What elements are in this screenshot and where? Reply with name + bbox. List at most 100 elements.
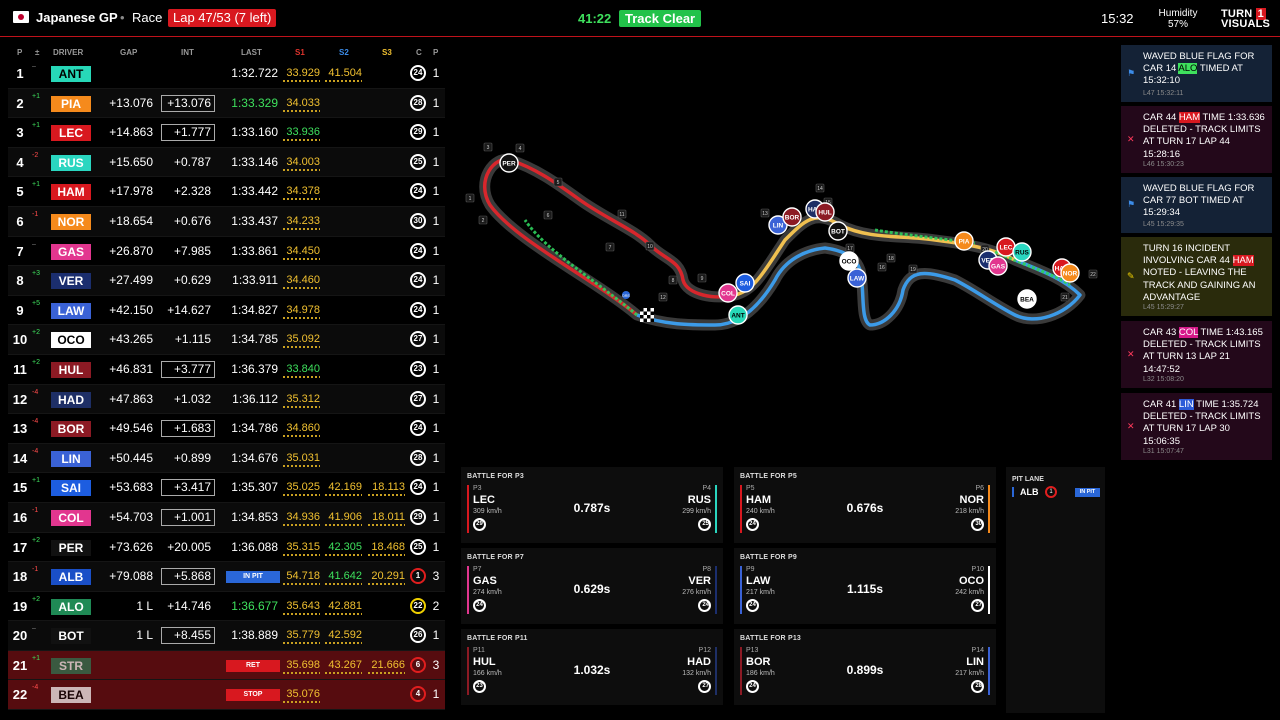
battle-panel[interactable]: BATTLE FOR P9 P9 LAW 217 km/h 24 1.115s P10 OCO…: [734, 548, 996, 624]
driver-tag[interactable]: NOR: [51, 213, 91, 230]
battle-panel[interactable]: BATTLE FOR P3 P3 LEC 309 km/h 29 0.787s P4 RUS 2…: [461, 467, 723, 543]
race-control-message[interactable]: ✎ TURN 16 INCIDENT INVOLVING CAR 44 HAM N…: [1121, 237, 1272, 316]
timing-row[interactable]: 14 -4 LIN +50.445 +0.899 1:34.676 35.031 28 1: [8, 443, 445, 474]
car-marker[interactable]: PIA: [954, 231, 974, 251]
car-marker[interactable]: LEC: [996, 237, 1016, 257]
car-marker[interactable]: BOR: [782, 207, 802, 227]
col-driver[interactable]: DRIVER: [53, 48, 84, 57]
driver-tag[interactable]: BEA: [51, 687, 91, 704]
sector-3-time: [368, 444, 405, 473]
timing-row[interactable]: 7– GAS +26.870 +7.985 1:33.861 34.450 24 1: [8, 237, 445, 267]
pit-driver[interactable]: ALB: [1020, 487, 1039, 497]
mini-sector-bar: [283, 139, 320, 142]
battle-panel[interactable]: BATTLE FOR P7 P7 GAS 274 km/h 24 0.629s P8 VER 2…: [461, 548, 723, 624]
driver-tag[interactable]: LIN: [51, 450, 91, 467]
car-marker[interactable]: PER: [499, 153, 519, 173]
timing-row[interactable]: 2 +1 PIA +13.076 +13.076 1:33.329 34.033 28 1: [8, 88, 445, 119]
timing-row[interactable]: 9 +5 LAW +42.150 +14.627 1:34.827 34.978 24 1: [8, 296, 445, 326]
driver-tag[interactable]: SAI: [51, 480, 91, 497]
car-marker[interactable]: SAI: [735, 273, 755, 293]
driver-tag[interactable]: ALO: [51, 598, 91, 615]
timing-row[interactable]: 12 -4 HAD +47.863 +1.032 1:36.112 35.312 27 1: [8, 384, 445, 415]
tyre-compound-icon: 25: [410, 153, 426, 170]
timing-row[interactable]: 10 +2 OCO +43.265 +1.115 1:34.785 35.092 27 1: [8, 325, 445, 355]
race-control-message[interactable]: ✕ CAR 43 COL TIME 1:43.165 DELETED - TRAC…: [1121, 321, 1272, 388]
car-marker[interactable]: BOT: [828, 221, 848, 241]
interval: +1.777: [161, 124, 215, 142]
col-s1[interactable]: S1: [295, 48, 305, 57]
car-marker[interactable]: RUS: [1012, 242, 1032, 262]
timing-row[interactable]: 18 -1 ALB +79.088 +5.868 IN PIT 54.718 41.642 20…: [8, 562, 445, 592]
driver-tag[interactable]: ANT: [51, 66, 91, 82]
interval: +7.985: [173, 243, 211, 258]
car-marker[interactable]: BEA: [1017, 289, 1037, 309]
mini-sector-bar: [368, 553, 405, 556]
message-text: CAR 43 COL TIME 1:43.165 DELETED - TRACK…: [1143, 327, 1269, 376]
col-int[interactable]: INT: [181, 48, 194, 57]
timing-row[interactable]: 5 +1 HAM +17.978 +2.328 1:33.442 34.378 24 1: [8, 177, 445, 207]
battle-panel[interactable]: BATTLE FOR P5 P5 HAM 240 km/h 24 0.676s P6 NOR 2…: [734, 467, 996, 543]
col-pits[interactable]: P: [433, 48, 439, 57]
japan-flag-icon: [13, 11, 29, 23]
timing-row[interactable]: 6 -1 NOR +18.654 +0.676 1:33.437 34.233 30 1: [8, 206, 445, 237]
gap-to-leader: +73.626: [109, 539, 153, 554]
col-pos[interactable]: P: [17, 48, 23, 57]
car-marker[interactable]: OCO: [839, 251, 859, 271]
race-control-message[interactable]: ✕ CAR 41 LIN TIME 1:35.724 DELETED - TRAC…: [1121, 393, 1272, 460]
corner-marker: 14: [815, 183, 825, 193]
timing-row[interactable]: 1 – ANT 1:32.722 33.929 41.504 24 1: [8, 59, 445, 89]
driver-tag[interactable]: STR: [51, 657, 91, 674]
driver-tag[interactable]: COL: [51, 509, 91, 526]
left-driver: GAS: [473, 575, 497, 587]
race-control-message[interactable]: ✕ CAR 44 HAM TIME 1:33.636 DELETED - TRAC…: [1121, 106, 1272, 173]
driver-tag[interactable]: ALB: [51, 569, 91, 586]
tyre-compound-icon: 27: [410, 390, 426, 407]
race-control-message[interactable]: ⚑ WAVED BLUE FLAG FOR CAR 77 BOT TIMED AT…: [1121, 177, 1272, 233]
driver-tag[interactable]: PIA: [51, 95, 91, 112]
driver-tag[interactable]: RUS: [51, 154, 91, 171]
car-marker[interactable]: GAS: [988, 256, 1008, 276]
position-number: 9: [16, 302, 24, 318]
timing-row[interactable]: 4 -2 RUS +15.650 +0.787 1:33.146 34.003 25 1: [8, 147, 445, 178]
driver-tag[interactable]: BOT: [51, 628, 91, 645]
battle-panel[interactable]: BATTLE FOR P11 P11 HUL 166 km/h 23 1.032s P12 H…: [461, 629, 723, 705]
pit-stop-count: 1: [432, 539, 440, 554]
position-number: 20: [12, 628, 28, 644]
race-control-message[interactable]: ⚑ WAVED BLUE FLAG FOR CAR 14 ALO TIMED AT…: [1121, 45, 1272, 102]
driver-tag[interactable]: HAM: [51, 184, 91, 201]
timing-row[interactable]: 3 +1 LEC +14.863 +1.777 1:33.160 33.936 29 1: [8, 118, 445, 148]
timing-row[interactable]: 20– BOT 1 L +8.455 1:38.889 35.779 42.592 26 1: [8, 621, 445, 651]
timing-row[interactable]: 22 -4 BEA STOP 35.076 4 1: [8, 680, 445, 711]
timing-row[interactable]: 21 +1 STR RET 35.698 43.267 21.666 6 3: [8, 650, 445, 681]
driver-tag[interactable]: BOR: [51, 421, 91, 438]
battle-panel[interactable]: BATTLE FOR P13 P13 BOR 186 km/h 24 0.899s P14 L…: [734, 629, 996, 705]
col-gap[interactable]: GAP: [120, 48, 138, 57]
car-marker[interactable]: LAW: [847, 268, 867, 288]
timing-row[interactable]: 11 +2 HUL +46.831 +3.777 1:36.379 33.840 23 1: [8, 355, 445, 385]
timing-row[interactable]: 17 +2 PER +73.626 +20.005 1:36.088 35.315 42.30…: [8, 533, 445, 563]
driver-tag[interactable]: LEC: [51, 125, 91, 142]
driver-tag[interactable]: VER: [51, 273, 91, 290]
car-marker[interactable]: ANT: [728, 305, 748, 325]
pit-stop-count: 1: [432, 509, 440, 524]
timing-row[interactable]: 19 +2 ALO 1 L +14.746 1:36.677 35.643 42.881 22 2: [8, 592, 445, 622]
car-marker[interactable]: COL: [718, 283, 738, 303]
col-last[interactable]: LAST: [241, 48, 262, 57]
col-compound[interactable]: C: [416, 48, 422, 57]
driver-tag[interactable]: HUL: [51, 361, 91, 378]
col-s3[interactable]: S3: [382, 48, 392, 57]
driver-tag[interactable]: PER: [51, 539, 91, 556]
col-s2[interactable]: S2: [339, 48, 349, 57]
driver-tag[interactable]: OCO: [51, 332, 91, 349]
driver-tag[interactable]: GAS: [51, 243, 91, 260]
timing-row[interactable]: 16 -1 COL +54.703 +1.001 1:34.853 34.936 41.906…: [8, 502, 445, 533]
driver-tag[interactable]: LAW: [51, 302, 91, 319]
col-change[interactable]: ±: [35, 48, 40, 57]
timing-row[interactable]: 8 +3 VER +27.499 +0.629 1:33.911 34.460 24 1: [8, 266, 445, 296]
driver-tag[interactable]: HAD: [51, 391, 91, 408]
timing-row[interactable]: 13 -4 BOR +49.546 +1.683 1:34.786 34.860 24 1: [8, 414, 445, 444]
car-marker[interactable]: HUL: [815, 202, 835, 222]
timing-row[interactable]: 15 +1 SAI +53.683 +3.417 1:35.307 35.025 42.169…: [8, 473, 445, 503]
mini-sector-bar: [368, 671, 405, 674]
car-marker[interactable]: NOR: [1060, 263, 1080, 283]
